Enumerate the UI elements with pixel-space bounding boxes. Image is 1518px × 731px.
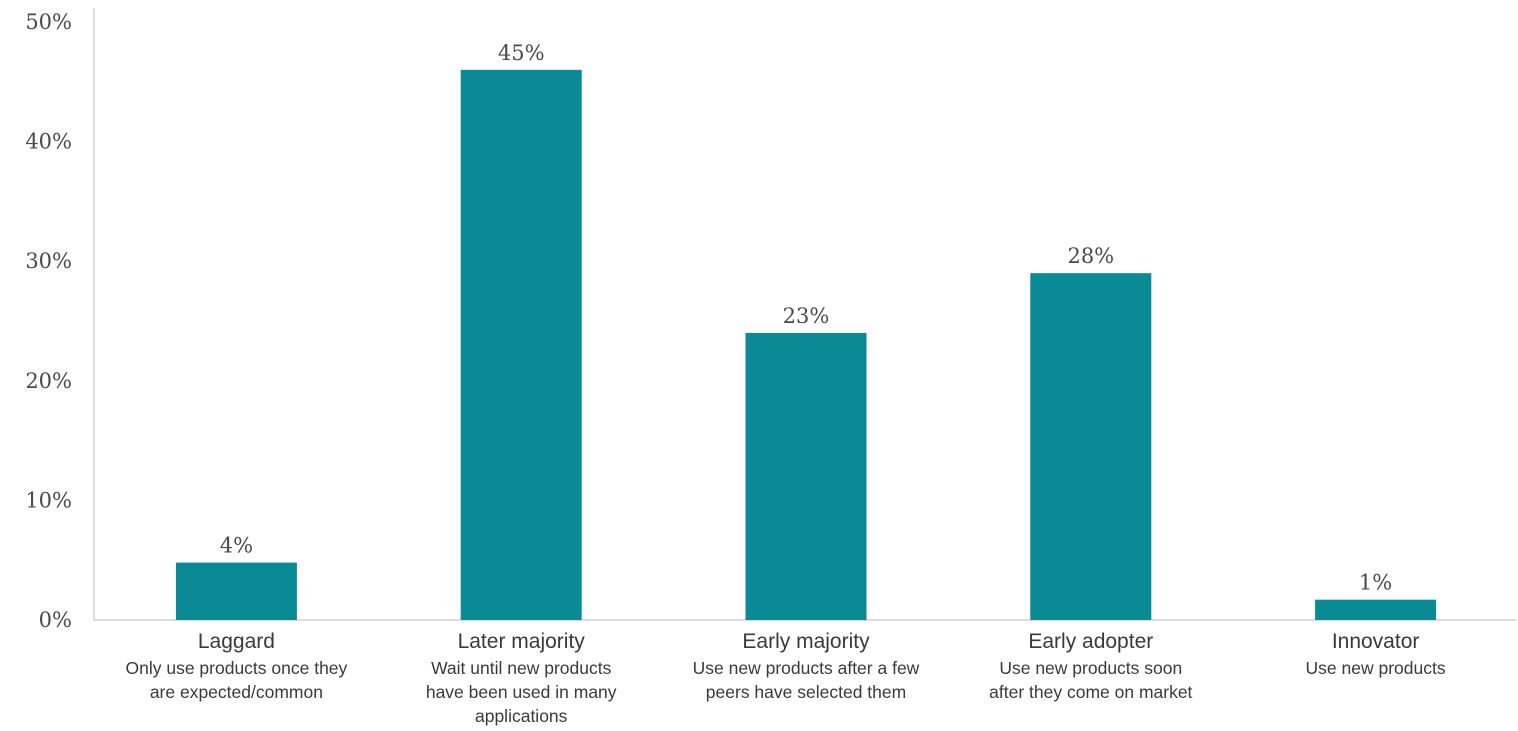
data-label: 1% [1359,571,1392,595]
y-tick-label: 20% [25,369,72,393]
data-label: 23% [783,304,830,328]
bar [1315,599,1437,620]
data-labels: 4% 45% 23% 28% 1% [220,41,1393,595]
y-tick-label: 50% [25,10,72,34]
category-label: Later majority [458,630,586,653]
y-tick-label: 40% [25,130,72,154]
bar [175,562,297,620]
bar [1030,273,1152,620]
category-label: Innovator [1332,630,1420,653]
category-description: Only use products once they [126,658,348,678]
category-description: have been used in many [426,682,617,702]
bar [745,332,867,620]
data-label: 4% [220,534,253,558]
category-description: Use new products after a few [693,658,920,678]
y-tick-label: 10% [25,488,72,512]
y-tick-label: 30% [25,249,72,273]
y-tick-label: 0% [39,608,72,632]
category-description: after they come on market [989,682,1192,702]
data-label: 45% [498,41,545,65]
category-label: Early majority [742,630,870,653]
x-axis-categories: Laggard Only use products once they are ex… [126,630,1446,726]
data-label: 28% [1067,244,1114,268]
category-label: Laggard [198,630,275,653]
category-label: Early adopter [1028,630,1153,653]
y-axis-ticks: 0% 10% 20% 30% 40% 50% [25,10,72,632]
bar [460,69,582,621]
bars [175,69,1437,621]
category-description: Use new products soon [999,658,1182,678]
category-description: peers have selected them [706,682,906,702]
category-description: Use new products [1306,658,1446,678]
category-description: Wait until new products [431,658,612,678]
category-description: are expected/common [150,682,323,702]
category-description: applications [475,706,568,726]
